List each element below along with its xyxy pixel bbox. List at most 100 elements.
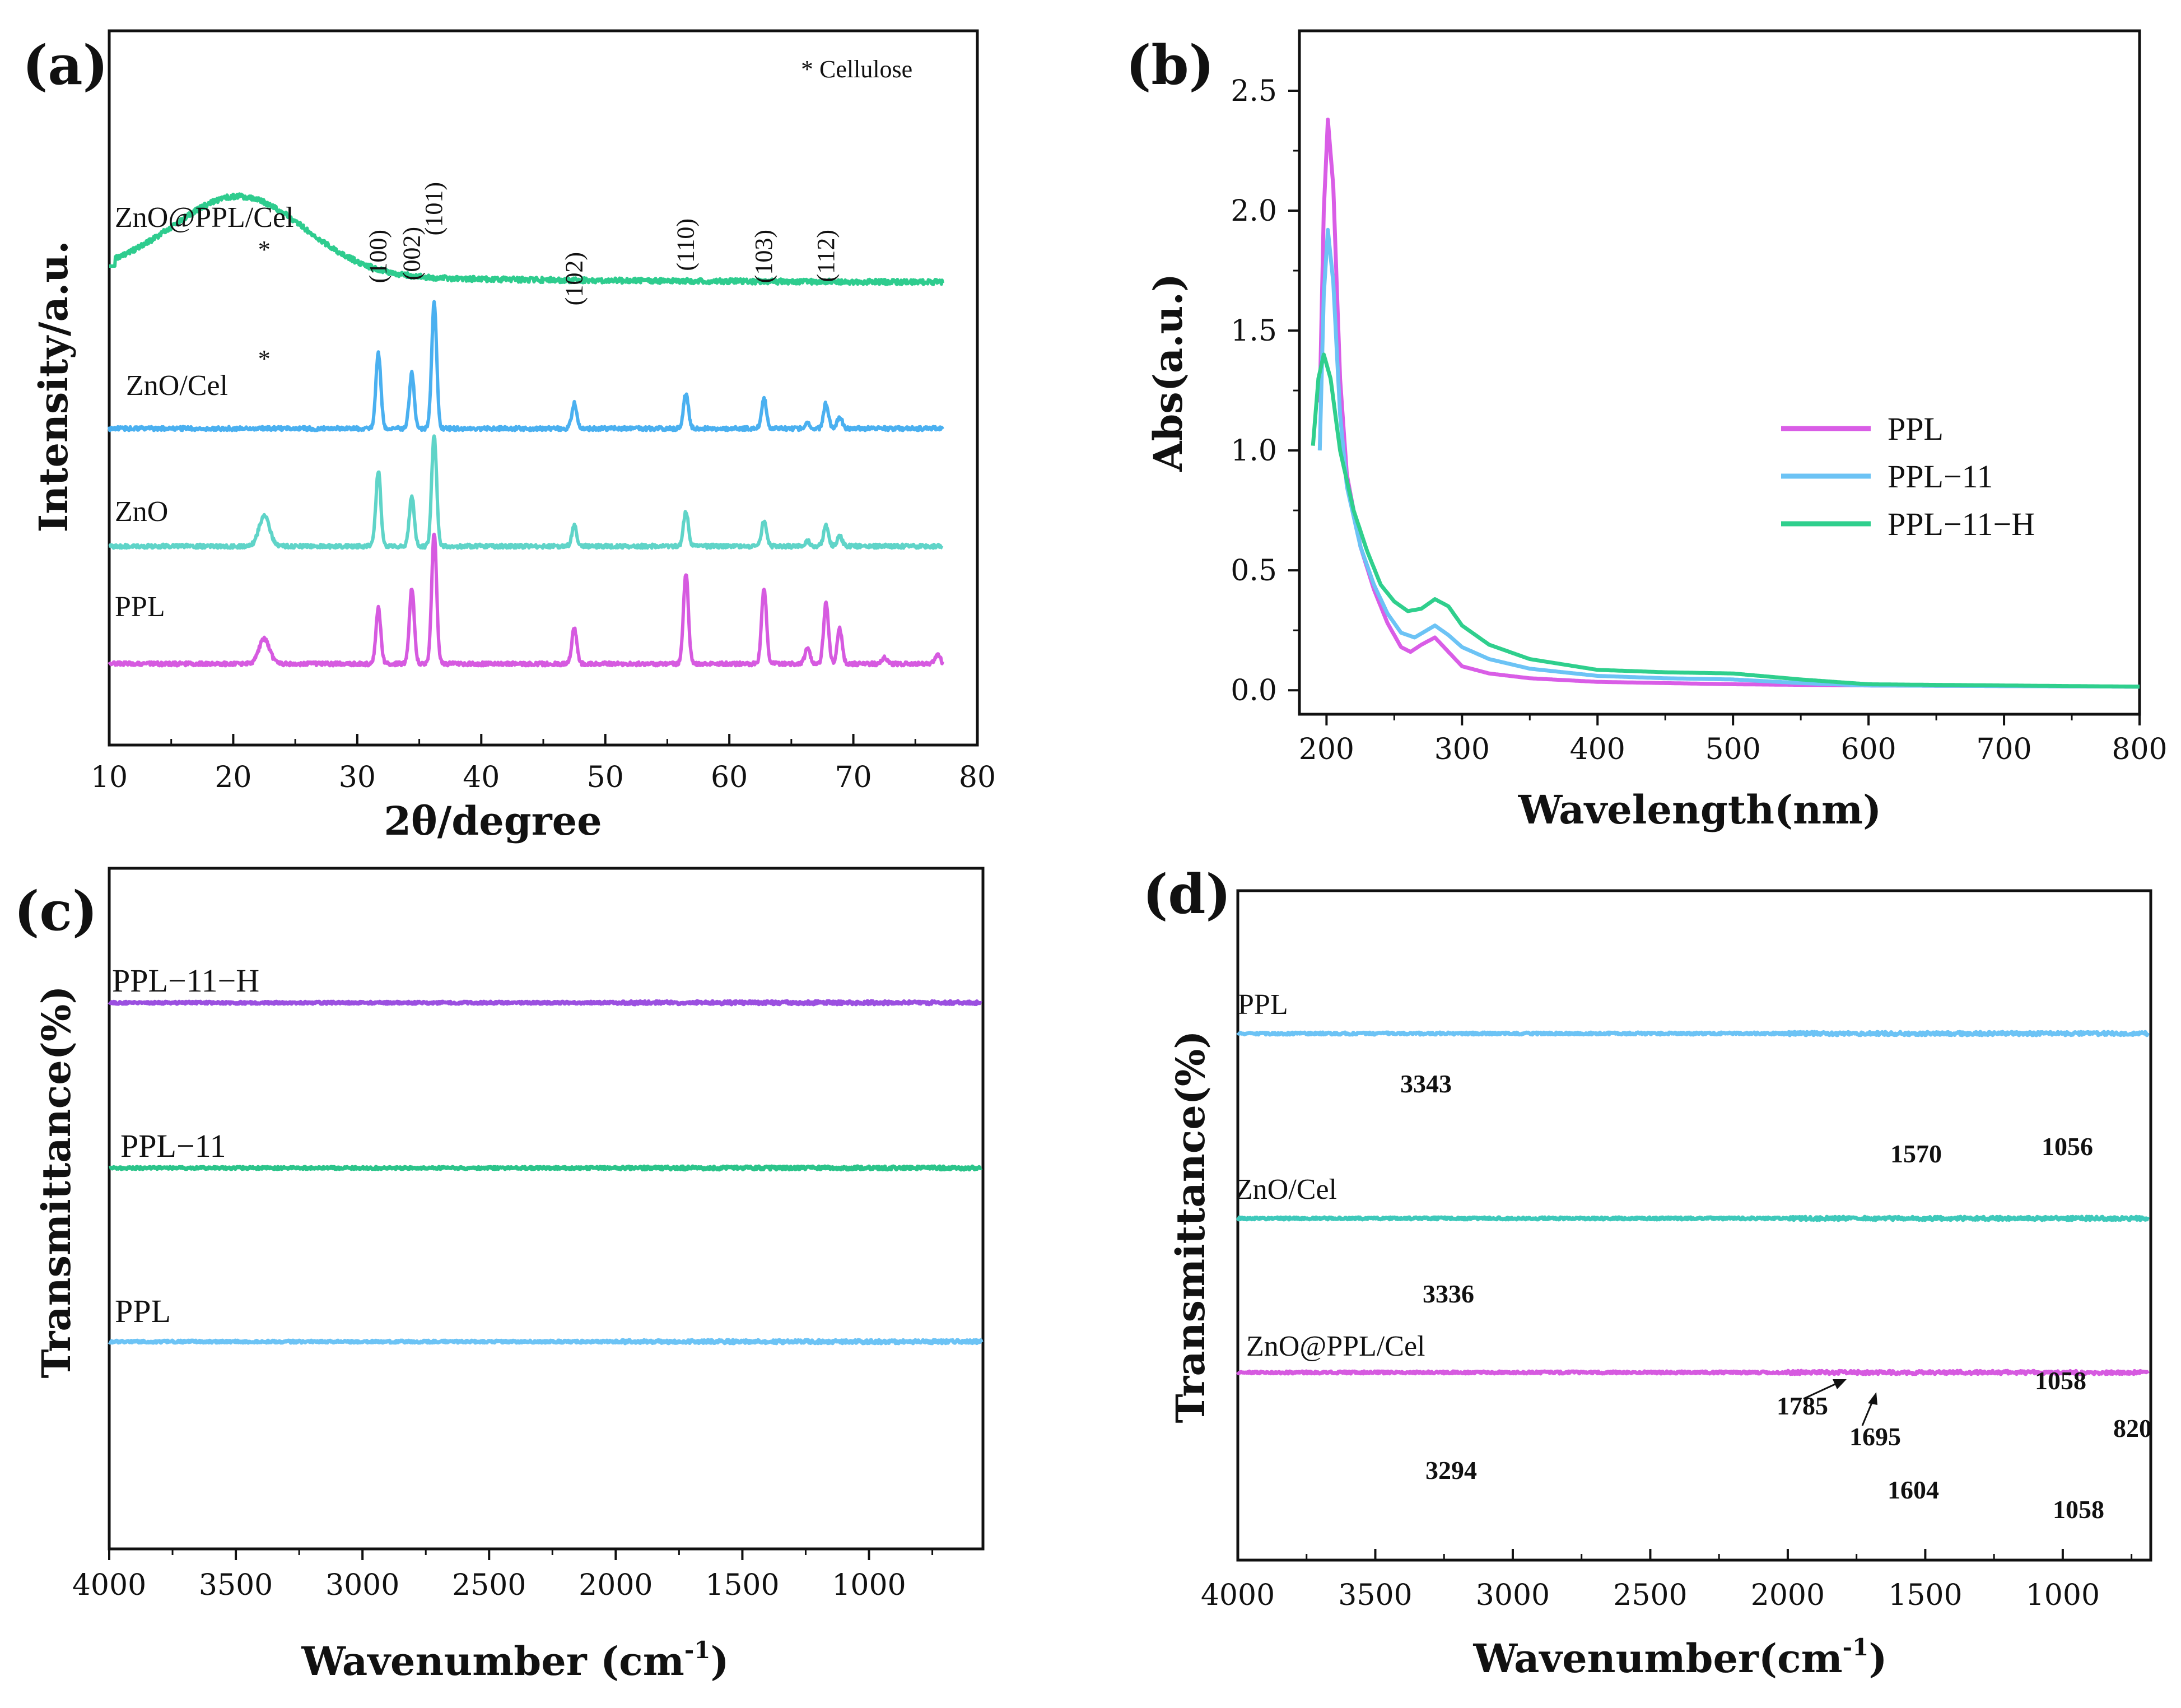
panel-a-series-label: ZnO/Cel <box>126 370 228 402</box>
panel-b-x-tick-label: 300 <box>1434 733 1490 766</box>
panel-b-frame <box>1298 29 2141 716</box>
panel-a-series-label: ZnO <box>115 496 168 528</box>
panel-b-x-tick-label: 700 <box>1976 733 2031 766</box>
panel-a-cellulose-marker: * <box>258 345 271 373</box>
panel-d-series <box>1236 1030 2150 1376</box>
panel-c-x-tick-label: 3500 <box>199 1569 273 1602</box>
panel-d-arrowhead-1695 <box>1868 1392 1877 1405</box>
panel-a-x-tick-label: 50 <box>587 761 624 794</box>
panel-c-x-tick-label: 3000 <box>325 1569 399 1602</box>
panel-d-series-label: ZnO/Cel <box>1235 1174 1337 1206</box>
panel-a-hkl-label: (110) <box>672 218 700 271</box>
panel-d-x-tick-label: 1500 <box>1888 1579 1962 1612</box>
panel-b-legend-label: PPL−11−H <box>1888 506 2035 542</box>
panel-a: (a) 10 20 30 40 50 60 70 80 ZnO@PPL/CelZnO/CelZ… <box>22 29 996 844</box>
panel-c-x-tick-label: 4000 <box>72 1569 146 1602</box>
panel-b-x-tick-label: 600 <box>1840 733 1896 766</box>
panel-d-peak-label: 1695 <box>1849 1422 1901 1451</box>
panel-d-x-title: Wavenumber(cm-1) <box>1473 1633 1888 1682</box>
panel-a-series-labels: ZnO@PPL/Cel ZnO/Cel ZnO PPL <box>115 202 293 623</box>
panel-d-series-line <box>1236 1030 2150 1037</box>
panel-d-peak-label: 1785 <box>1777 1391 1828 1420</box>
panel-a-series <box>108 192 944 668</box>
panel-d-frame <box>1236 889 2152 1562</box>
panel-a-letter: (a) <box>22 34 108 97</box>
panel-b-legend-label: PPL−11 <box>1888 458 1993 495</box>
panel-d-peak-label: 1570 <box>1890 1139 1942 1168</box>
panel-c-letter: (c) <box>14 879 97 943</box>
panel-b-legend-label: PPL <box>1888 411 1944 447</box>
panel-d-peak-label: 820 <box>2113 1414 2152 1442</box>
panel-c-series <box>108 999 984 1346</box>
panel-b-y-title: Abs(a.u.) <box>1145 273 1191 472</box>
panel-a-x-title: 2θ/degree <box>384 798 602 844</box>
panel-a-hkl-label: (103) <box>750 230 777 283</box>
panel-a-x-tick-label: 70 <box>835 761 872 794</box>
panel-a-series-line <box>108 300 944 432</box>
panel-c-series-line <box>108 999 983 1007</box>
panel-c-x-tick-label: 1500 <box>705 1569 779 1602</box>
panel-d-peak-label: 1604 <box>1888 1476 1939 1504</box>
panel-a-cellulose-marker: * <box>258 236 271 263</box>
panel-d-x-tick-label: 2000 <box>1751 1579 1825 1612</box>
panel-b-y-tick-label: 0.5 <box>1231 554 1277 588</box>
panel-c-series-label: PPL−11 <box>120 1128 226 1164</box>
panel-d-arrow-1785 <box>1803 1381 1840 1400</box>
panel-a-x-tick-label: 30 <box>339 761 376 794</box>
panel-a-x-tick-label: 20 <box>215 761 251 794</box>
panel-a-series-line <box>108 434 944 550</box>
panel-b-ticks: 200 300 400 500 600 700 800 0.0 0.5 1.0 1.5 2.0 2.5 <box>1231 75 2167 766</box>
panel-b: (b) 200 300 400 500 600 700 800 0.0 0.5 1.0 1.5 2.0… <box>1126 29 2168 833</box>
panel-a-x-tick-label: 80 <box>959 761 996 794</box>
panel-d-x-tick-label: 2500 <box>1613 1579 1687 1612</box>
panel-a-x-ticks: 10 20 30 40 50 60 70 80 <box>91 734 996 794</box>
panel-d-x-tick-label: 1000 <box>2026 1579 2100 1612</box>
panel-a-series-line <box>108 532 944 668</box>
panel-a-series-line <box>108 192 944 286</box>
panel-d-peak-label: 3294 <box>1425 1456 1477 1484</box>
panel-c-series-label: PPL−11−H <box>112 962 259 999</box>
panel-d-arrowhead-1785 <box>1833 1379 1847 1389</box>
panel-c-x-tick-label: 1000 <box>832 1569 906 1602</box>
panel-d-peak-labels: 3343 1570 1056 3336 1058 3294 1785 1695 1604 1058… <box>1400 1069 2152 1524</box>
panel-c: (c) 4000 3500 3000 2500 2000 1500 1000 PPL PPL−… <box>14 867 985 1684</box>
panel-b-y-tick-label: 1.0 <box>1231 434 1277 468</box>
panel-c-x-tick-label: 2500 <box>452 1569 526 1602</box>
panel-a-hkl-label: (100) <box>365 230 392 283</box>
panel-d-peak-label: 1056 <box>2042 1132 2093 1161</box>
panel-b-series <box>1311 117 2141 689</box>
panel-a-hkl-labels: (100) (002)(101) (102) (110) (103) (112) <box>365 182 840 305</box>
panel-a-x-tick-label: 40 <box>463 761 500 794</box>
panel-c-series-line <box>108 1164 983 1172</box>
panel-d-peak-label: 1058 <box>2035 1366 2086 1395</box>
panel-d-peak-label: 3336 <box>1423 1279 1474 1308</box>
panel-d-x-ticks: 4000 3500 3000 2500 2000 1500 1000 <box>1201 1549 2133 1612</box>
panel-c-series-label: PPL <box>115 1293 171 1329</box>
panel-a-frame <box>108 29 979 747</box>
panel-a-series-label: ZnO@PPL/Cel <box>115 202 293 234</box>
panel-d-x-tick-label: 4000 <box>1201 1579 1275 1612</box>
panel-b-y-tick-label: 1.5 <box>1231 314 1277 348</box>
panel-a-series-label: PPL <box>115 591 165 623</box>
panel-d-series-label: PPL <box>1238 989 1288 1021</box>
panel-b-series-line <box>1311 352 2141 689</box>
panel-b-y-tick-label: 2.5 <box>1231 75 1277 108</box>
panel-b-series-line <box>1317 227 2141 689</box>
panel-c-x-ticks: 4000 3500 3000 2500 2000 1500 1000 <box>72 1549 934 1602</box>
panel-a-hkl-label: (101) <box>420 182 448 235</box>
panel-c-x-title: Wavenumber (cm-1) <box>301 1636 729 1684</box>
panel-d-x-tick-label: 3500 <box>1338 1579 1412 1612</box>
panel-b-legend: PPL PPL−11 PPL−11−H <box>1781 411 2035 542</box>
panel-c-frame <box>108 867 985 1551</box>
panel-a-cellulose-markers: ** <box>258 236 271 373</box>
panel-c-series-line <box>108 1338 984 1346</box>
panel-c-x-tick-label: 2000 <box>579 1569 653 1602</box>
panel-d-peak-label: 1058 <box>2053 1495 2104 1524</box>
panel-c-series-labels: PPL PPL−11 PPL−11−H <box>112 962 259 1329</box>
panel-d-series-label: ZnO@PPL/Cel <box>1246 1330 1425 1362</box>
panel-b-y-tick-label: 0.0 <box>1231 674 1277 708</box>
panel-b-x-tick-label: 200 <box>1299 733 1354 766</box>
panel-a-cellulose-note: * Cellulose <box>801 55 912 83</box>
panel-d-series-labels: ZnO@PPL/Cel ZnO/Cel PPL <box>1235 989 1425 1362</box>
